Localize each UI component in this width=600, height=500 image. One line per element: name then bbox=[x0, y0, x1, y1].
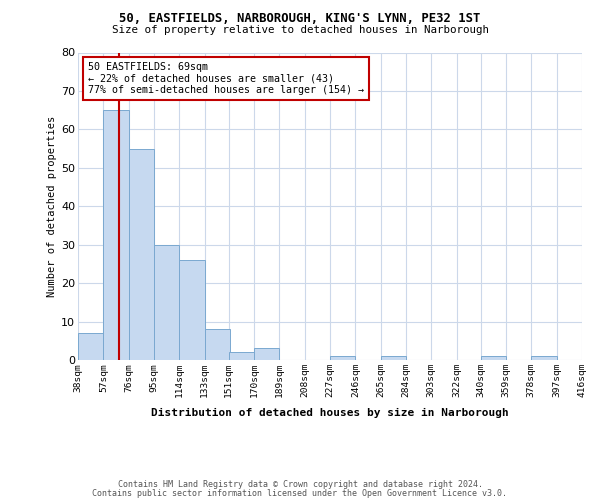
Bar bbox=[205, 329, 230, 360]
Bar bbox=[103, 110, 128, 360]
Bar bbox=[532, 356, 557, 360]
Text: Contains HM Land Registry data © Crown copyright and database right 2024.: Contains HM Land Registry data © Crown c… bbox=[118, 480, 482, 489]
Bar bbox=[380, 356, 406, 360]
Y-axis label: Number of detached properties: Number of detached properties bbox=[47, 116, 57, 297]
Bar bbox=[128, 148, 154, 360]
Bar bbox=[481, 356, 506, 360]
Bar bbox=[78, 333, 103, 360]
Bar bbox=[330, 356, 355, 360]
Bar bbox=[154, 244, 179, 360]
Text: 50, EASTFIELDS, NARBOROUGH, KING'S LYNN, PE32 1ST: 50, EASTFIELDS, NARBOROUGH, KING'S LYNN,… bbox=[119, 12, 481, 26]
Bar bbox=[229, 352, 254, 360]
Text: 50 EASTFIELDS: 69sqm
← 22% of detached houses are smaller (43)
77% of semi-detac: 50 EASTFIELDS: 69sqm ← 22% of detached h… bbox=[88, 62, 364, 95]
Bar bbox=[254, 348, 280, 360]
Text: Contains public sector information licensed under the Open Government Licence v3: Contains public sector information licen… bbox=[92, 490, 508, 498]
Text: Size of property relative to detached houses in Narborough: Size of property relative to detached ho… bbox=[112, 25, 488, 35]
X-axis label: Distribution of detached houses by size in Narborough: Distribution of detached houses by size … bbox=[151, 408, 509, 418]
Bar bbox=[179, 260, 205, 360]
